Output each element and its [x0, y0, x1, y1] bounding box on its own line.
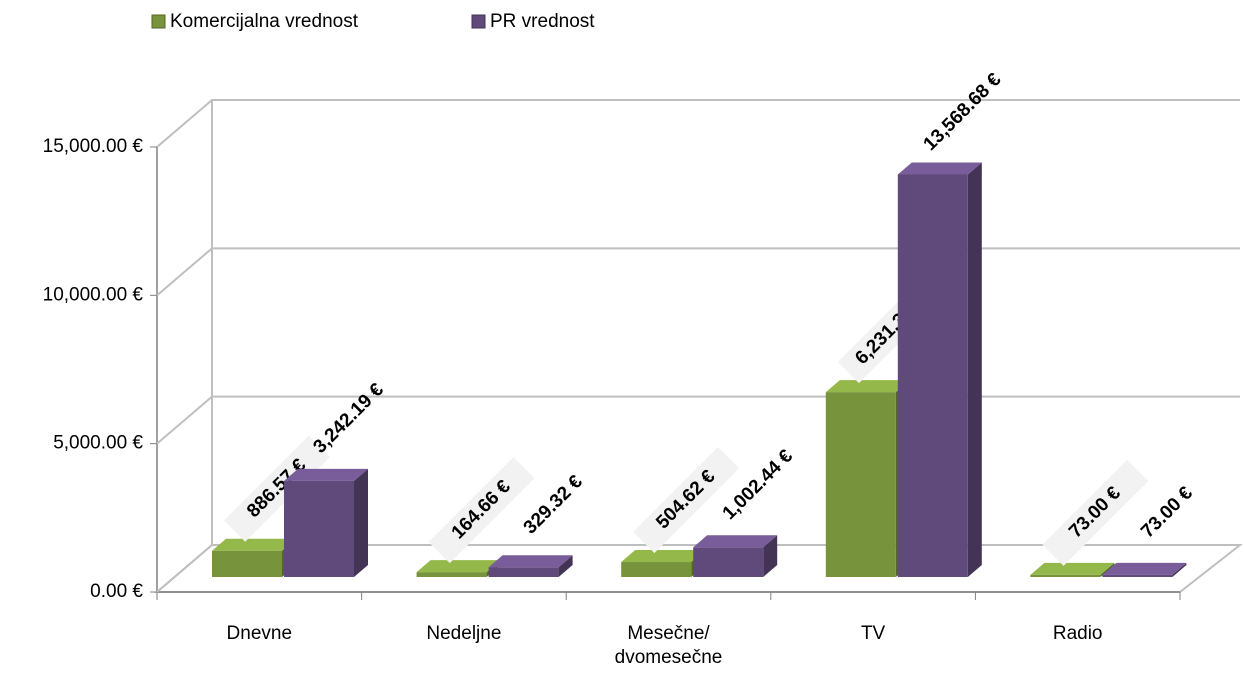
- bar-top: [1030, 562, 1115, 575]
- value-label-bg: [223, 435, 331, 542]
- legend-swatch: [151, 14, 166, 29]
- value-label: 3,242.19 €: [309, 379, 388, 458]
- y-tick-label: 5,000.00 €: [53, 433, 143, 454]
- bar-top: [621, 550, 706, 563]
- value-label-group: 13,568.68 €: [920, 69, 1006, 155]
- bar: [416, 560, 501, 577]
- bar-front: [1102, 574, 1173, 577]
- x-tick-label: Dnevne: [227, 623, 293, 644]
- bar: [1102, 562, 1187, 577]
- bar-front: [416, 572, 487, 577]
- value-label-group: 1,002.44 €: [719, 445, 798, 524]
- value-label: 164.66 €: [448, 476, 515, 543]
- bar-top: [284, 468, 368, 481]
- bar-front: [488, 567, 559, 577]
- bar-top: [488, 555, 573, 568]
- bar: [284, 468, 368, 577]
- bar-front: [284, 480, 354, 577]
- bar-side: [558, 555, 573, 577]
- bar-front: [621, 562, 692, 577]
- bar-side: [763, 535, 778, 577]
- bar-front: [897, 174, 968, 577]
- bar: [1030, 562, 1115, 577]
- grid-line: [156, 247, 1240, 297]
- value-label-group: 3,242.19 €: [309, 379, 388, 458]
- legend-swatch: [471, 14, 486, 29]
- bar-side: [967, 162, 982, 577]
- value-label-group: 73.00 €: [1137, 482, 1197, 542]
- grid-line: [156, 99, 1240, 148]
- bar-side: [1172, 562, 1187, 577]
- bar: [825, 380, 910, 577]
- legend-label: Komercijalna vrednost: [170, 11, 359, 32]
- bar-top: [693, 535, 778, 548]
- value-label: 1,002.44 €: [719, 445, 798, 524]
- value-label: 504.62 €: [652, 466, 719, 533]
- x-tick-label: TV: [861, 623, 886, 644]
- bar: [488, 555, 573, 577]
- bar-front: [693, 547, 764, 577]
- x-tick-label: Nedeljne: [426, 623, 501, 644]
- bar-front: [212, 550, 282, 577]
- bar-top: [212, 538, 296, 551]
- bar: [621, 550, 706, 577]
- value-label: 73.00 €: [1137, 482, 1197, 542]
- bar-top: [825, 380, 910, 393]
- bar-top: [1102, 562, 1187, 575]
- legend-label: PR vrednost: [490, 11, 595, 32]
- bar: [897, 162, 982, 577]
- bar-side: [354, 468, 368, 577]
- value-label-bg: [428, 457, 535, 564]
- x-tick-label: Mesečne/dvomesečne: [615, 623, 723, 668]
- bar-side: [1100, 562, 1115, 577]
- y-tick-label: 0.00 €: [90, 581, 143, 602]
- bar-top: [416, 560, 501, 573]
- x-tick-label: Radio: [1053, 623, 1103, 644]
- bar: [212, 538, 296, 577]
- value-label-bg: [633, 446, 740, 554]
- y-tick-label: 10,000.00 €: [43, 284, 144, 305]
- y-tick-label: 15,000.00 €: [43, 136, 144, 157]
- value-label-bg: [1042, 459, 1149, 566]
- bar: [693, 535, 778, 577]
- bar-front: [1030, 574, 1101, 577]
- value-label: 13,568.68 €: [920, 69, 1006, 155]
- bar-top: [897, 162, 982, 175]
- bar-front: [825, 392, 896, 577]
